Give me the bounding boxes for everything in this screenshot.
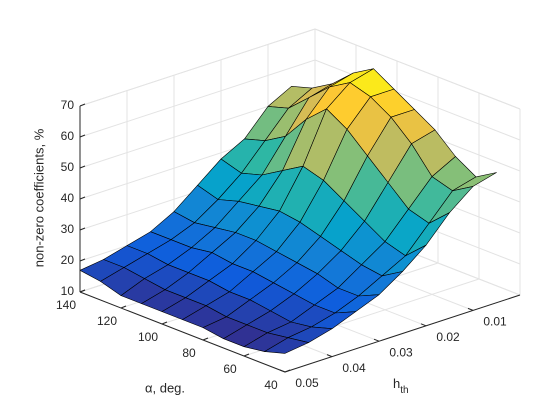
y-tick bbox=[420, 323, 427, 327]
y-tick-label: 0.03 bbox=[389, 345, 413, 359]
x-tick bbox=[79, 289, 86, 293]
x-tick-label: 60 bbox=[223, 362, 237, 376]
x-tick-label: 40 bbox=[264, 378, 278, 392]
y-tick-label: 0.05 bbox=[295, 376, 319, 390]
surface-patch bbox=[264, 337, 309, 354]
grid-line bbox=[79, 59, 316, 138]
z-tick-label: 40 bbox=[61, 191, 75, 205]
x-tick-label: 100 bbox=[138, 330, 158, 344]
y-tick-label: 0.01 bbox=[483, 315, 507, 329]
y-tick bbox=[373, 338, 380, 342]
z-tick-label: 70 bbox=[61, 98, 75, 112]
y-tick-label: 0.02 bbox=[436, 330, 460, 344]
x-tick-label: 80 bbox=[182, 346, 196, 360]
x-tick bbox=[161, 321, 168, 325]
grid-line bbox=[314, 59, 521, 141]
z-tick bbox=[79, 103, 86, 107]
y-tick bbox=[326, 354, 333, 358]
x-axis-label: α, deg. bbox=[145, 380, 185, 395]
x-tick bbox=[120, 305, 127, 309]
y-axis-label-base: h bbox=[393, 376, 400, 391]
z-tick-label: 30 bbox=[61, 222, 75, 236]
x-tick bbox=[284, 369, 291, 373]
z-tick bbox=[79, 258, 86, 262]
z-tick-label: 10 bbox=[61, 284, 75, 298]
x-axis bbox=[79, 291, 286, 373]
x-tick-label: 140 bbox=[56, 298, 76, 312]
z-axis-label: non-zero coefficients, % bbox=[31, 128, 46, 267]
y-axis bbox=[284, 294, 521, 373]
x-tick bbox=[243, 353, 250, 357]
y-tick-label: 0.04 bbox=[342, 361, 366, 375]
z-tick-label: 50 bbox=[61, 160, 75, 174]
z-tick-label: 20 bbox=[61, 253, 75, 267]
y-axis-label: hth bbox=[393, 376, 409, 395]
z-tick bbox=[79, 196, 86, 200]
z-tick bbox=[79, 134, 86, 138]
box-edge bbox=[79, 28, 316, 107]
y-axis-label-sub: th bbox=[400, 385, 408, 396]
x-tick bbox=[202, 337, 209, 341]
z-tick bbox=[79, 227, 86, 231]
z-tick-label: 60 bbox=[61, 129, 75, 143]
box-edge bbox=[314, 28, 521, 110]
z-tick bbox=[79, 165, 86, 169]
y-tick bbox=[279, 369, 286, 373]
y-tick bbox=[467, 307, 474, 311]
x-tick-label: 120 bbox=[97, 314, 117, 328]
